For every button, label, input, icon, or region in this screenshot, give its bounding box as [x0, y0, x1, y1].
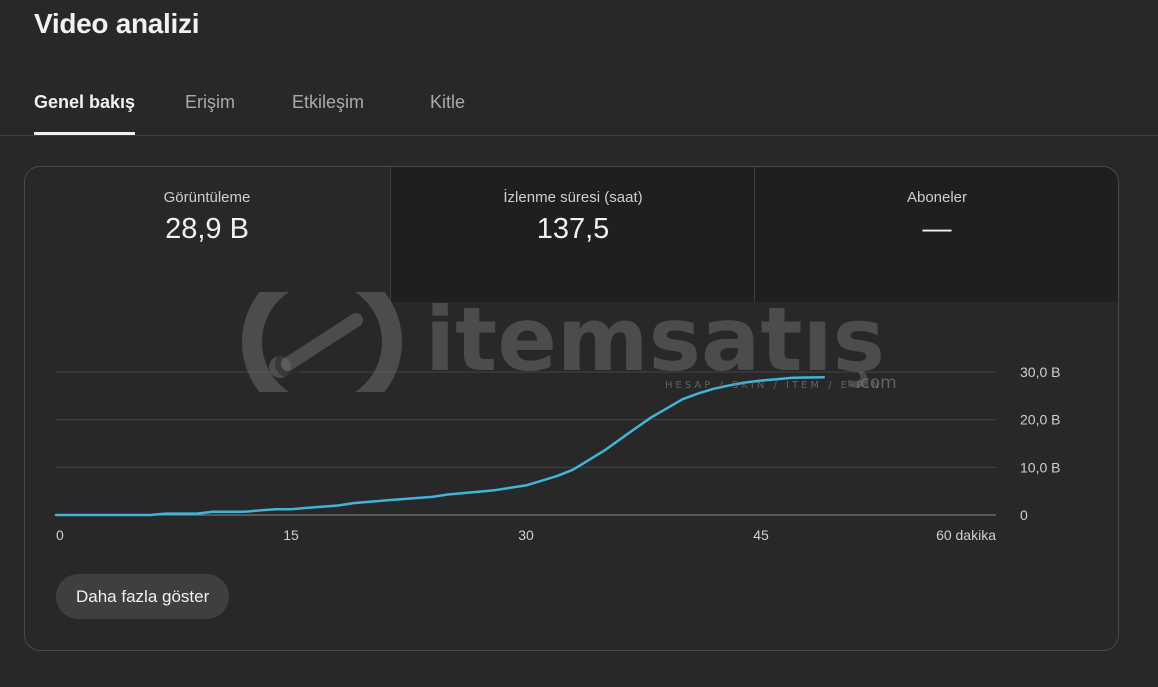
tab-audience[interactable]: Kitle	[430, 92, 466, 112]
metric-tabs: Görüntüleme 28,9 B İzlenme süresi (saat)…	[25, 167, 1118, 302]
y-tick-label: 0	[1020, 507, 1028, 523]
metric-views[interactable]: Görüntüleme 28,9 B	[25, 167, 389, 302]
metric-label: Görüntüleme	[163, 189, 251, 206]
tab-engagement[interactable]: Etkileşim	[292, 92, 365, 112]
x-tick-label: 0	[56, 527, 64, 543]
metric-label: Aboneler	[906, 189, 968, 206]
views-line-chart: 0 10,0 B 20,0 B 30,0 B 0 15 30 45 60 dakika	[54, 364, 1060, 543]
x-tick-label: 15	[283, 527, 299, 543]
metric-subscribers[interactable]: Aboneler —	[754, 167, 1118, 302]
x-tick-label: 30	[518, 527, 534, 543]
y-tick-label: 30,0 B	[1020, 364, 1060, 380]
metric-value: 28,9 B	[165, 213, 249, 245]
show-more-button[interactable]: Daha fazla göster	[56, 574, 230, 619]
page-title: Video analizi	[34, 8, 200, 39]
metric-value: —	[922, 213, 952, 245]
overview-card: Görüntüleme 28,9 B İzlenme süresi (saat)…	[24, 166, 1119, 651]
metric-watch-time[interactable]: İzlenme süresi (saat) 137,5	[390, 167, 755, 302]
tab-reach[interactable]: Erişim	[185, 92, 235, 112]
metric-label: İzlenme süresi (saat)	[503, 189, 643, 206]
x-tick-label: 45	[753, 527, 769, 543]
y-tick-label: 10,0 B	[1020, 459, 1060, 475]
x-tick-label: 60 dakika	[936, 527, 996, 543]
tab-bar: Genel bakış Erişim Etkileşim Kitle	[0, 70, 1158, 136]
y-tick-label: 20,0 B	[1020, 412, 1060, 428]
metric-value: 137,5	[536, 213, 610, 245]
tab-overview[interactable]: Genel bakış	[34, 92, 136, 135]
views-series-line	[54, 375, 825, 517]
